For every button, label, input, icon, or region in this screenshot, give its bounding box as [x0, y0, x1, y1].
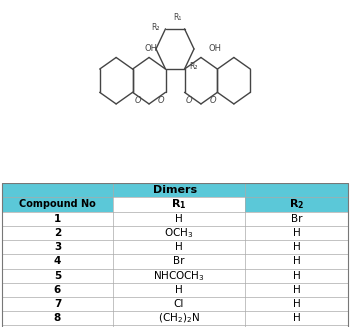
Text: H: H: [293, 242, 300, 252]
Bar: [2, 297, 348, 311]
Bar: [245, 198, 348, 212]
Text: H: H: [175, 285, 183, 295]
Text: O: O: [209, 96, 216, 105]
Text: 3: 3: [54, 242, 61, 252]
Text: Br: Br: [173, 256, 185, 267]
Bar: [2, 311, 348, 325]
Bar: [2, 183, 348, 198]
Text: $\mathrm{NHCOCH_3}$: $\mathrm{NHCOCH_3}$: [153, 269, 205, 283]
Text: Br: Br: [291, 214, 302, 224]
Text: 6: 6: [54, 285, 61, 295]
Bar: [2, 268, 348, 283]
Text: R₂: R₂: [151, 23, 160, 32]
Text: R₁: R₁: [173, 13, 181, 22]
Bar: [2, 212, 348, 226]
Text: $\mathbf{R_2}$: $\mathbf{R_2}$: [289, 198, 304, 211]
Text: 5: 5: [54, 271, 61, 281]
Bar: [2, 325, 348, 327]
Text: Cl: Cl: [174, 299, 184, 309]
Text: H: H: [293, 228, 300, 238]
Text: 2: 2: [54, 228, 61, 238]
Text: $\mathrm{(CH_2)_2N}$: $\mathrm{(CH_2)_2N}$: [158, 312, 200, 325]
Bar: [2, 240, 348, 254]
Text: 7: 7: [54, 299, 61, 309]
Text: H: H: [175, 214, 183, 224]
Text: Dimers: Dimers: [153, 185, 197, 195]
Text: H: H: [293, 299, 300, 309]
Bar: [2, 198, 113, 212]
Text: Compound No: Compound No: [19, 199, 96, 210]
Text: OH: OH: [145, 43, 158, 53]
Text: 1: 1: [54, 214, 61, 224]
Text: O: O: [134, 96, 141, 105]
Bar: [2, 283, 348, 297]
Bar: [2, 226, 348, 240]
Text: O: O: [157, 96, 164, 105]
Text: R₂: R₂: [189, 62, 198, 71]
Text: H: H: [293, 271, 300, 281]
Bar: [113, 198, 245, 212]
Text: O: O: [186, 96, 193, 105]
Bar: [2, 254, 348, 268]
Text: 8: 8: [54, 313, 61, 323]
Text: H: H: [293, 256, 300, 267]
Text: $\mathrm{OCH_3}$: $\mathrm{OCH_3}$: [164, 226, 194, 240]
Text: 4: 4: [54, 256, 61, 267]
Text: OH: OH: [209, 43, 222, 53]
Text: H: H: [293, 313, 300, 323]
Text: $\mathbf{R_1}$: $\mathbf{R_1}$: [171, 198, 187, 211]
Text: H: H: [293, 285, 300, 295]
Text: H: H: [175, 242, 183, 252]
